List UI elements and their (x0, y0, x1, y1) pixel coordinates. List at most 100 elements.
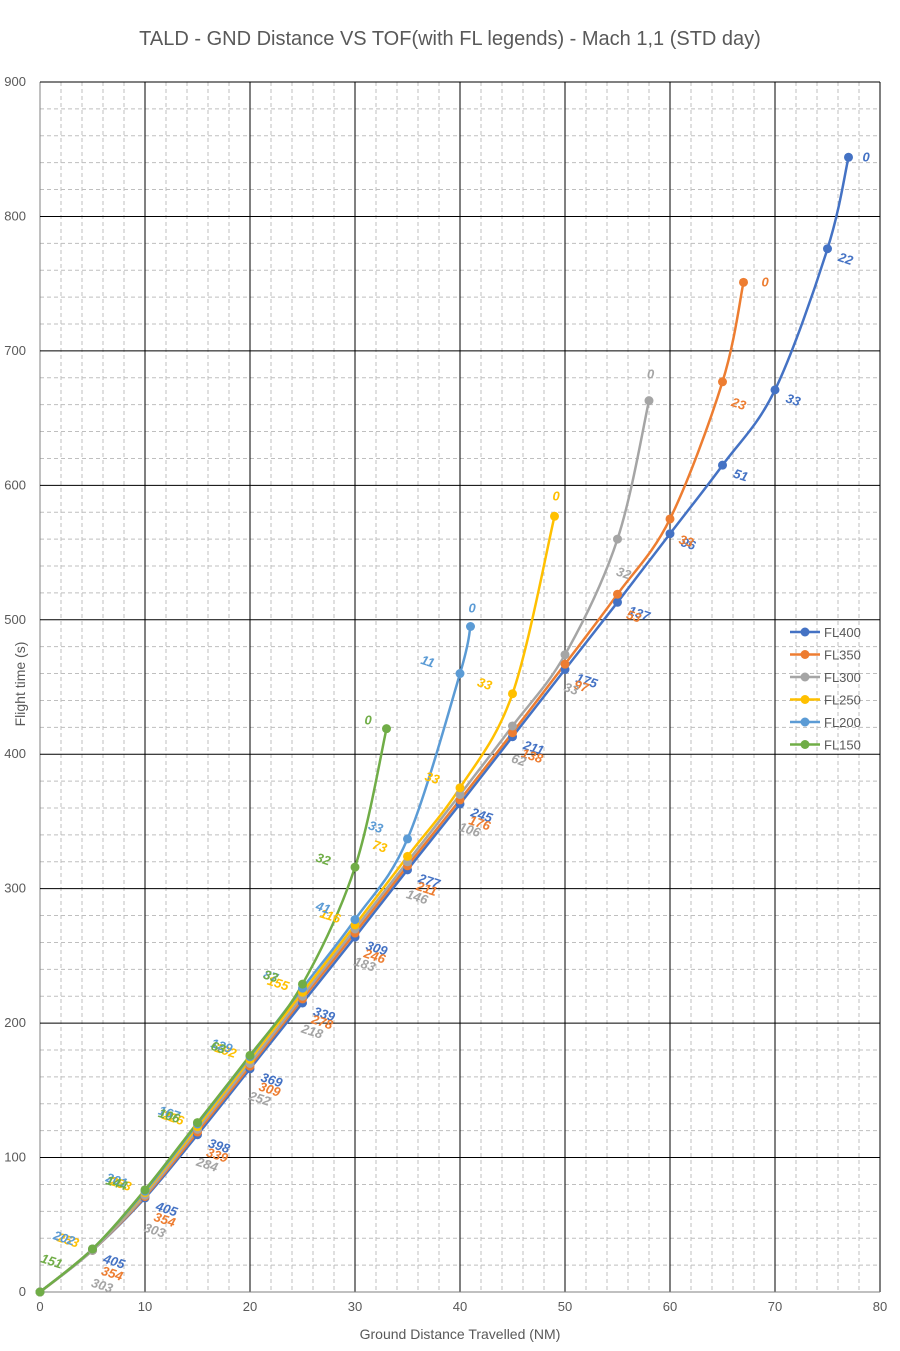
minor-gridlines (40, 82, 880, 1292)
data-label-fl350: 354 (100, 1263, 126, 1284)
data-label-fl300: 0 (647, 367, 655, 382)
data-point-fl150 (298, 979, 307, 989)
data-label-fl350: 33 (677, 532, 696, 551)
data-label-fl400: 339 (312, 1004, 338, 1025)
y-axis-label: Flight time (s) (12, 641, 28, 727)
data-label-fl350: 138 (520, 745, 546, 766)
data-label-fl350: 23 (729, 394, 749, 413)
data-label-fl350: 246 (361, 945, 388, 967)
data-label-fl400: 22 (836, 249, 856, 268)
data-point-fl400 (718, 460, 727, 470)
data-point-fl150 (88, 1244, 97, 1254)
x-tick-label: 20 (243, 1299, 257, 1314)
data-label-fl400: 96 (679, 534, 698, 553)
data-label-fl300: 62 (510, 751, 529, 770)
data-label-fl200: 11 (419, 652, 436, 670)
data-point-fl400 (770, 385, 780, 395)
y-tick-label: 200 (4, 1015, 26, 1030)
legend-label-fl200: FL200 (824, 715, 861, 730)
data-label-fl200: 0 (469, 601, 477, 616)
data-label-fl250: 73 (371, 837, 390, 856)
data-label-fl250: 0 (553, 488, 561, 503)
x-tick-label: 70 (768, 1299, 782, 1314)
data-label-fl150: 0 (365, 713, 373, 728)
data-label-fl350: 309 (257, 1079, 283, 1100)
data-point-fl300 (560, 650, 570, 660)
data-label-fl250: 33 (423, 768, 442, 787)
data-point-fl250 (403, 851, 412, 861)
data-point-fl350 (508, 728, 517, 738)
data-label-fl300: 33 (562, 679, 581, 698)
tick-labels: 0 10 20 30 40 50 60 70 8001002003004005006007008… (4, 74, 887, 1314)
data-label-fl400: 405 (101, 1251, 128, 1273)
data-labels: 405 405 398 369 339 309 277 245 211 175 137 96 51 33 2… (39, 149, 870, 1296)
legend-marker-fl350 (800, 650, 810, 659)
data-label-fl300: 183 (352, 954, 378, 975)
data-label-fl300: 218 (299, 1021, 326, 1043)
data-label-fl350: 0 (762, 274, 770, 289)
x-tick-label: 50 (558, 1299, 572, 1314)
data-label-fl200: 202 (51, 1227, 78, 1249)
data-label-fl350: 354 (152, 1209, 178, 1230)
data-label-fl300: 303 (90, 1275, 116, 1296)
data-label-fl200: 87 (262, 967, 281, 986)
data-label-fl350: 176 (467, 813, 493, 834)
major-gridlines (39, 81, 881, 1293)
data-point-fl200 (403, 834, 412, 844)
data-label-fl250: 253 (55, 1229, 82, 1251)
data-point-fl150 (350, 862, 360, 872)
data-label-fl250: 253 (107, 1173, 134, 1195)
data-point-fl400 (844, 152, 853, 162)
legend-label-fl150: FL150 (824, 738, 861, 753)
y-tick-label: 900 (4, 74, 26, 89)
data-label-fl250: 33 (476, 674, 495, 693)
data-point-fl400 (613, 597, 622, 607)
legend-marker-fl300 (800, 672, 810, 682)
x-tick-label: 30 (348, 1299, 362, 1314)
data-point-fl150 (382, 724, 391, 734)
data-label-fl250: 116 (318, 906, 343, 927)
data-point-fl350 (739, 277, 748, 287)
legend-label-fl400: FL400 (824, 625, 861, 640)
data-label-fl400: 0 (863, 149, 871, 164)
data-label-fl400: 245 (468, 804, 495, 826)
data-label-fl350: 339 (205, 1145, 231, 1166)
y-tick-label: 800 (4, 208, 26, 223)
legend: FL400 FL350 FL300 FL250 FL200 FL150 (790, 625, 861, 753)
legend-marker-fl250 (800, 695, 810, 704)
y-tick-label: 700 (4, 343, 26, 358)
data-label-fl200: 167 (157, 1103, 183, 1124)
data-label-fl150: 32 (314, 850, 333, 869)
data-label-fl150: 144 (104, 1172, 130, 1193)
x-tick-label: 80 (873, 1299, 887, 1314)
data-point-fl350 (613, 589, 622, 599)
data-label-fl200: 33 (367, 818, 386, 837)
data-point-fl250 (550, 511, 559, 521)
data-point-fl300 (455, 790, 465, 800)
y-tick-label: 300 (4, 881, 26, 896)
data-label-fl350: 53 (625, 607, 644, 626)
data-label-fl200: 41 (313, 898, 332, 917)
data-point-fl300 (508, 721, 517, 731)
data-label-fl400: 175 (574, 670, 600, 691)
data-point-fl250 (455, 783, 465, 793)
data-label-fl200: 129 (209, 1035, 235, 1056)
data-label-fl400: 277 (416, 870, 443, 892)
data-label-fl250: 155 (266, 973, 292, 994)
data-point-fl250 (508, 689, 517, 699)
y-tick-label: 100 (4, 1150, 26, 1165)
x-tick-label: 0 (36, 1299, 43, 1314)
data-label-fl150: 151 (39, 1251, 64, 1272)
data-label-fl400: 33 (784, 390, 803, 409)
legend-marker-fl200 (800, 717, 810, 727)
data-point-fl300 (644, 396, 654, 406)
data-label-fl150: 63 (209, 1038, 228, 1057)
data-label-fl400: 369 (259, 1069, 285, 1090)
data-label-fl300: 146 (405, 886, 431, 907)
data-point-fl350 (665, 514, 675, 524)
series-lines (39, 157, 850, 1293)
y-tick-label: 400 (4, 746, 26, 761)
series-line-fl200 (39, 626, 472, 1293)
data-label-fl400: 137 (627, 603, 653, 624)
data-point-fl200 (350, 915, 360, 925)
